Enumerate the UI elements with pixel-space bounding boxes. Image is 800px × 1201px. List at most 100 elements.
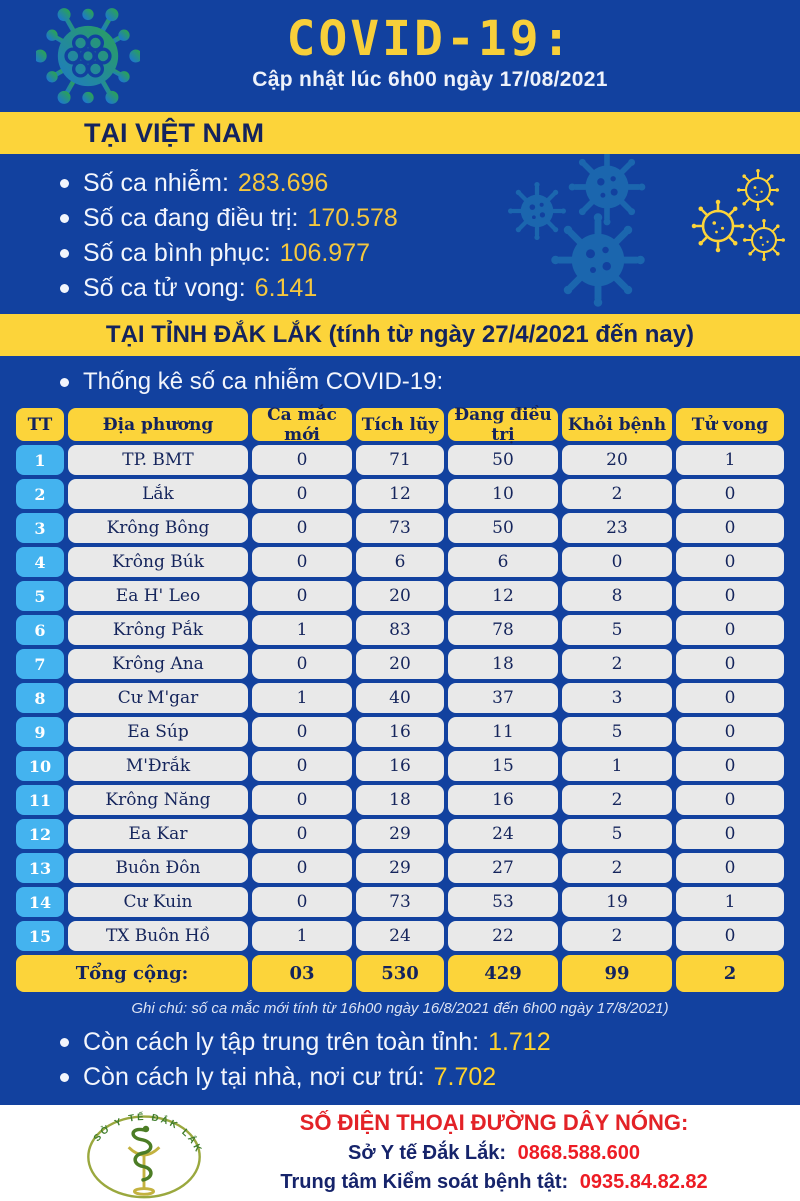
value-cell: 0 xyxy=(676,785,784,815)
row-number-cell: 7 xyxy=(16,649,64,679)
hotline-label: Trung tâm Kiểm soát bệnh tật: xyxy=(280,1170,569,1193)
value-cell: 0 xyxy=(676,581,784,611)
hotline-label: Sở Y tế Đắk Lắk: xyxy=(348,1141,507,1164)
district-cell: Cư M'gar xyxy=(68,683,248,713)
quarantine-stats-list: Còn cách ly tập trung trên toàn tỉnh: 1.… xyxy=(0,1017,800,1095)
bullet-dot-icon xyxy=(60,214,69,223)
value-cell: 3 xyxy=(562,683,672,713)
value-cell: 10 xyxy=(448,479,558,509)
value-cell: 0 xyxy=(562,547,672,577)
hotline-block: SỐ ĐIỆN THOẠI ĐƯỜNG DÂY NÓNG: Sở Y tế Đắ… xyxy=(228,1110,800,1197)
value-cell: 0 xyxy=(252,853,352,883)
value-cell: 0 xyxy=(676,683,784,713)
total-value-cell: 429 xyxy=(448,955,558,992)
row-number-cell: 10 xyxy=(16,751,64,781)
vietnam-banner: TẠI VIỆT NAM xyxy=(0,112,800,154)
value-cell: 40 xyxy=(356,683,444,713)
note: Ghi chú: số ca mắc mới tính từ 16h00 ngà… xyxy=(131,1000,669,1017)
value-cell: 0 xyxy=(252,479,352,509)
stat-item-centralized-quarantine: Còn cách ly tập trung trên toàn tỉnh: 1.… xyxy=(60,1025,800,1060)
table-header-cell: Địa phương xyxy=(68,408,248,441)
value-cell: 0 xyxy=(676,819,784,849)
stat-value: 6.141 xyxy=(254,274,318,302)
value-cell: 29 xyxy=(356,819,444,849)
value-cell: 0 xyxy=(676,921,784,951)
stat-item-infections: Số ca nhiễm: 283.696 xyxy=(60,166,800,201)
health-dept-logo: SỞ Y TẾ ĐẮK LẮK xyxy=(87,1112,205,1199)
hotline-line-doh: Sở Y tế Đắk Lắk: 0868.588.600 xyxy=(228,1139,760,1168)
table-header-cell: Khỏi bệnh xyxy=(562,408,672,441)
district-cell: Cư Kuin xyxy=(68,887,248,917)
page-title: COVID-19: xyxy=(286,11,574,67)
total-value-cell: 530 xyxy=(356,955,444,992)
row-number-cell: 3 xyxy=(16,513,64,543)
total-value-cell: 2 xyxy=(676,955,784,992)
value-cell: 24 xyxy=(356,921,444,951)
bullet-dot-icon xyxy=(60,1073,69,1082)
value-cell: 2 xyxy=(562,785,672,815)
district-cell: Ea Súp xyxy=(68,717,248,747)
value-cell: 0 xyxy=(252,717,352,747)
stat-label: Số ca nhiễm: xyxy=(83,169,229,197)
value-cell: 78 xyxy=(448,615,558,645)
vietnam-section: Số ca nhiễm: 283.696 Số ca đang điều trị… xyxy=(0,154,800,314)
table-section-title: Thống kê số ca nhiễm COVID-19: xyxy=(0,356,800,408)
value-cell: 2 xyxy=(562,921,672,951)
value-cell: 16 xyxy=(448,785,558,815)
row-number-cell: 9 xyxy=(16,717,64,747)
value-cell: 1 xyxy=(252,615,352,645)
footer: SỞ Y TẾ ĐẮK LẮK SỐ ĐIỆN THOẠI ĐƯỜNG DÂY … xyxy=(0,1105,800,1201)
district-cell: Krông Năng xyxy=(68,785,248,815)
value-cell: 11 xyxy=(448,717,558,747)
value-cell: 12 xyxy=(356,479,444,509)
value-cell: 2 xyxy=(562,479,672,509)
row-number-cell: 1 xyxy=(16,445,64,475)
district-cell: TP. BMT xyxy=(68,445,248,475)
value-cell: 16 xyxy=(356,717,444,747)
stat-item-deaths: Số ca tử vong: 6.141 xyxy=(60,271,800,306)
bullet-dot-icon xyxy=(60,284,69,293)
stat-label: Số ca đang điều trị: xyxy=(83,204,299,232)
district-cell: Krông Ana xyxy=(68,649,248,679)
stat-value: 7.702 xyxy=(433,1063,497,1091)
value-cell: 20 xyxy=(356,649,444,679)
district-cell: Krông Bông xyxy=(68,513,248,543)
hotline-line-cdc: Trung tâm Kiểm soát bệnh tật: 0935.84.82… xyxy=(228,1168,760,1197)
stat-value: 106.977 xyxy=(279,239,371,267)
value-cell: 27 xyxy=(448,853,558,883)
value-cell: 23 xyxy=(562,513,672,543)
table-header-cell: Đang điều trị xyxy=(448,405,558,445)
stat-label: Còn cách ly tập trung trên toàn tỉnh: xyxy=(83,1028,480,1056)
table-header-cell: Ca mắc mới xyxy=(252,405,352,445)
row-number-cell: 8 xyxy=(16,683,64,713)
stat-item-recovered: Số ca bình phục: 106.977 xyxy=(60,236,800,271)
value-cell: 37 xyxy=(448,683,558,713)
table-section-title-label: Thống kê số ca nhiễm COVID-19: xyxy=(83,368,444,395)
value-cell: 2 xyxy=(562,853,672,883)
district-cell: Lắk xyxy=(68,479,248,509)
value-cell: 73 xyxy=(356,887,444,917)
value-cell: 50 xyxy=(448,445,558,475)
value-cell: 12 xyxy=(448,581,558,611)
value-cell: 22 xyxy=(448,921,558,951)
value-cell: 0 xyxy=(676,853,784,883)
svg-text:SỞ Y TẾ ĐẮK LẮK: SỞ Y TẾ ĐẮK LẮK xyxy=(92,1112,205,1156)
value-cell: 73 xyxy=(356,513,444,543)
value-cell: 0 xyxy=(252,547,352,577)
value-cell: 5 xyxy=(562,819,672,849)
value-cell: 0 xyxy=(676,751,784,781)
row-number-cell: 6 xyxy=(16,615,64,645)
district-cell: Krông Búk xyxy=(68,547,248,577)
value-cell: 0 xyxy=(676,513,784,543)
value-cell: 0 xyxy=(676,615,784,645)
value-cell: 1 xyxy=(562,751,672,781)
value-cell: 2 xyxy=(562,649,672,679)
district-cell: Ea Kar xyxy=(68,819,248,849)
stat-item-home-quarantine: Còn cách ly tại nhà, nơi cư trú: 7.702 xyxy=(60,1060,800,1095)
value-cell: 0 xyxy=(252,581,352,611)
value-cell: 83 xyxy=(356,615,444,645)
stat-value: 283.696 xyxy=(237,169,329,197)
vietnam-stats-list: Số ca nhiễm: 283.696 Số ca đang điều trị… xyxy=(0,154,800,306)
value-cell: 1 xyxy=(252,683,352,713)
district-cell: M'Đrắk xyxy=(68,751,248,781)
